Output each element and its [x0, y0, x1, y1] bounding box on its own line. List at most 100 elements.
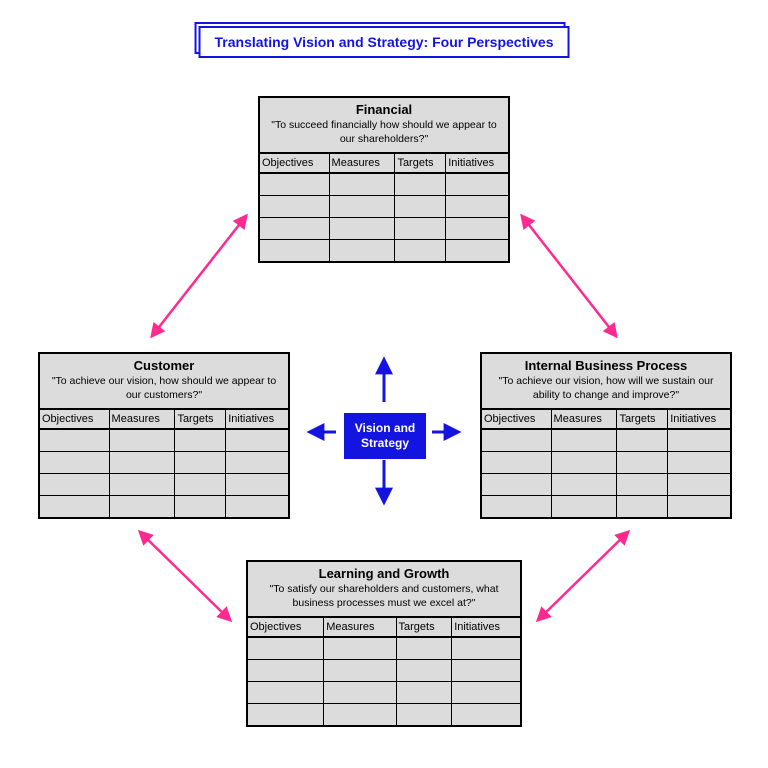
- column-header: Objectives: [260, 153, 329, 173]
- table-cell: [175, 451, 226, 473]
- page-title: Translating Vision and Strategy: Four Pe…: [199, 26, 570, 58]
- table-cell: [226, 429, 288, 451]
- arrow: [152, 216, 246, 336]
- table-cell: [551, 451, 617, 473]
- table-cell: [551, 429, 617, 451]
- table-cell: [226, 473, 288, 495]
- table-row: [482, 451, 730, 473]
- table-cell: [396, 637, 452, 659]
- arrow: [140, 532, 230, 620]
- table-cell: [329, 217, 395, 239]
- table-cell: [395, 173, 446, 195]
- panel-table: ObjectivesMeasuresTargetsInitiatives: [248, 616, 520, 725]
- table-cell: [175, 473, 226, 495]
- table-cell: [668, 451, 730, 473]
- page-title-wrap: Translating Vision and Strategy: Four Pe…: [199, 26, 570, 58]
- table-cell: [260, 217, 329, 239]
- table-cell: [395, 239, 446, 261]
- table-cell: [40, 473, 109, 495]
- column-header: Targets: [395, 153, 446, 173]
- table-cell: [109, 429, 175, 451]
- column-header: Initiatives: [446, 153, 508, 173]
- table-cell: [668, 429, 730, 451]
- table-row: [40, 451, 288, 473]
- panel-header: Financial"To succeed financially how sho…: [260, 98, 508, 152]
- column-header: Targets: [175, 409, 226, 429]
- column-header: Objectives: [482, 409, 551, 429]
- table-cell: [329, 239, 395, 261]
- table-cell: [396, 681, 452, 703]
- center-label-1: Vision and: [355, 421, 415, 435]
- panel-header: Customer"To achieve our vision, how shou…: [40, 354, 288, 408]
- panel-quote: "To satisfy our shareholders and custome…: [254, 583, 514, 610]
- table-cell: [668, 495, 730, 517]
- table-row: [260, 173, 508, 195]
- panel-header: Learning and Growth "To satisfy our share…: [248, 562, 520, 616]
- table-cell: [551, 495, 617, 517]
- vision-strategy-box: Vision and Strategy: [344, 413, 426, 459]
- column-header: Targets: [617, 409, 668, 429]
- table-row: [248, 659, 520, 681]
- column-header: Measures: [329, 153, 395, 173]
- table-cell: [40, 451, 109, 473]
- panel-learning: Learning and Growth "To satisfy our share…: [246, 560, 522, 727]
- table-cell: [324, 703, 396, 725]
- column-header: Measures: [324, 617, 396, 637]
- table-cell: [109, 451, 175, 473]
- table-cell: [395, 217, 446, 239]
- panel-header: Internal Business Process "To achieve our…: [482, 354, 730, 408]
- arrow: [538, 532, 628, 620]
- table-cell: [668, 473, 730, 495]
- table-row: [248, 637, 520, 659]
- table-cell: [329, 173, 395, 195]
- panel-table: ObjectivesMeasuresTargetsInitiatives: [40, 408, 288, 517]
- table-cell: [617, 495, 668, 517]
- table-cell: [446, 239, 508, 261]
- table-cell: [109, 473, 175, 495]
- table-cell: [482, 451, 551, 473]
- table-cell: [396, 703, 452, 725]
- table-cell: [40, 429, 109, 451]
- table-cell: [395, 195, 446, 217]
- panel-quote: "To achieve our vision, how will we sust…: [488, 375, 724, 402]
- table-cell: [617, 473, 668, 495]
- table-cell: [260, 173, 329, 195]
- table-row: [40, 495, 288, 517]
- panel-title: Learning and Growth: [254, 566, 514, 581]
- table-cell: [324, 681, 396, 703]
- center-label-2: Strategy: [361, 436, 409, 450]
- column-header: Objectives: [248, 617, 324, 637]
- table-row: [482, 429, 730, 451]
- table-cell: [248, 637, 324, 659]
- panel-title: Financial: [266, 102, 502, 117]
- table-row: [248, 681, 520, 703]
- table-row: [40, 473, 288, 495]
- table-row: [40, 429, 288, 451]
- column-header: Targets: [396, 617, 452, 637]
- table-cell: [260, 239, 329, 261]
- table-cell: [260, 195, 329, 217]
- column-header: Measures: [109, 409, 175, 429]
- table-cell: [617, 451, 668, 473]
- panel-title: Internal Business Process: [488, 358, 724, 373]
- panel-table: ObjectivesMeasuresTargetsInitiatives: [260, 152, 508, 261]
- table-row: [482, 495, 730, 517]
- column-header: Measures: [551, 409, 617, 429]
- table-cell: [446, 195, 508, 217]
- table-row: [260, 217, 508, 239]
- table-row: [248, 703, 520, 725]
- arrow: [522, 216, 616, 336]
- table-row: [260, 195, 508, 217]
- table-cell: [452, 659, 520, 681]
- table-cell: [248, 703, 324, 725]
- column-header: Initiatives: [452, 617, 520, 637]
- table-cell: [482, 473, 551, 495]
- panel-quote: "To achieve our vision, how should we ap…: [46, 375, 282, 402]
- table-cell: [329, 195, 395, 217]
- table-row: [260, 239, 508, 261]
- panel-financial: Financial"To succeed financially how sho…: [258, 96, 510, 263]
- table-cell: [40, 495, 109, 517]
- table-cell: [452, 637, 520, 659]
- column-header: Objectives: [40, 409, 109, 429]
- table-row: [482, 473, 730, 495]
